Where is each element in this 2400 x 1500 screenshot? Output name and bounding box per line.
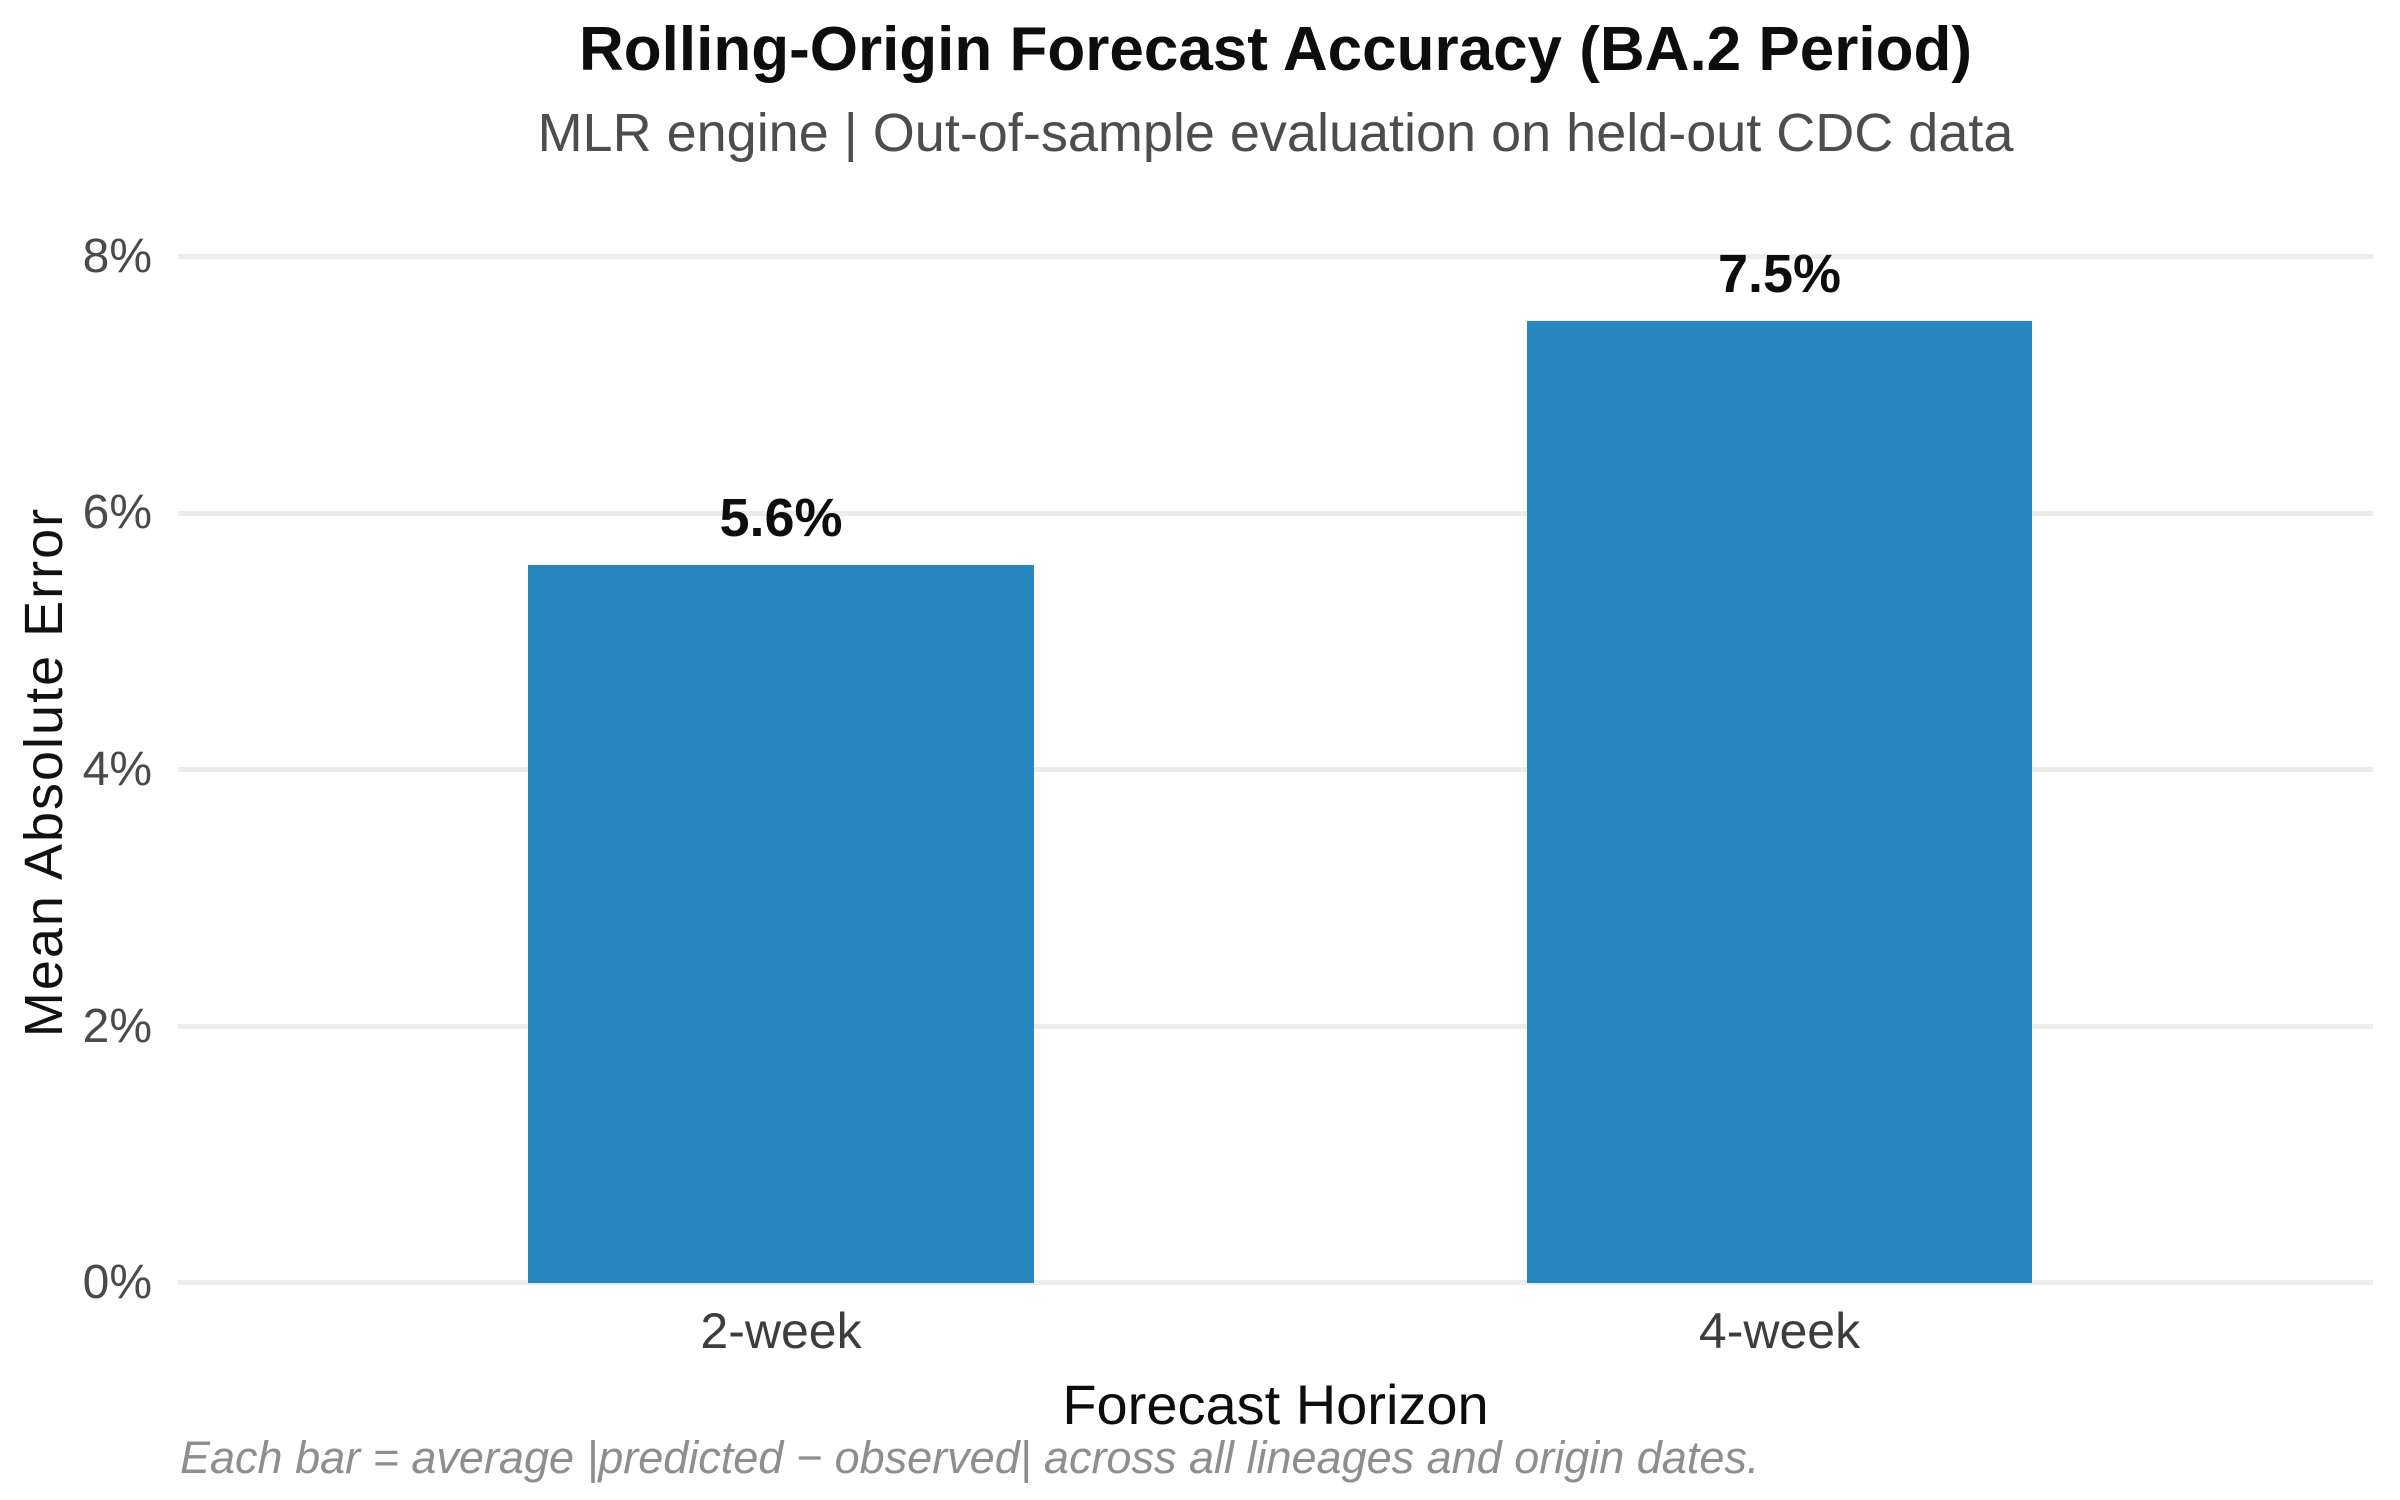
bar-value-label-2-week: 5.6% <box>719 487 843 548</box>
gridline-8pct <box>178 254 2373 259</box>
plot-area: 5.6% 7.5% <box>178 244 2373 1285</box>
y-tick-label-6: 6% <box>82 486 152 539</box>
gridline-0pct <box>178 1280 2373 1285</box>
chart-subtitle: MLR engine | Out-of-sample evaluation on… <box>537 103 2014 163</box>
gridline-4pct <box>178 767 2373 772</box>
x-tick-label-4-week: 4-week <box>1698 1303 1861 1359</box>
y-tick-label-4: 4% <box>82 743 152 796</box>
x-tick-label-2-week: 2-week <box>700 1303 862 1359</box>
chart-footnote: Each bar = average |predicted − observed… <box>180 1432 1760 1483</box>
bar-4-week <box>1527 321 2032 1283</box>
y-tick-label-2: 2% <box>82 1000 152 1053</box>
chart-title: Rolling-Origin Forecast Accuracy (BA.2 P… <box>579 15 1972 84</box>
bar-2-week <box>528 564 1034 1283</box>
gridline-2pct <box>178 1023 2373 1029</box>
y-tick-label-0: 0% <box>82 1256 152 1309</box>
gridline-6pct <box>178 510 2373 516</box>
bar-group-4-week: 7.5% <box>1527 244 2032 1283</box>
x-axis-title: Forecast Horizon <box>1062 1373 1489 1436</box>
bar-group-2-week: 5.6% <box>528 257 1034 1283</box>
bar-value-label-4-week: 7.5% <box>1717 244 1842 305</box>
y-tick-label-8: 8% <box>82 230 152 283</box>
